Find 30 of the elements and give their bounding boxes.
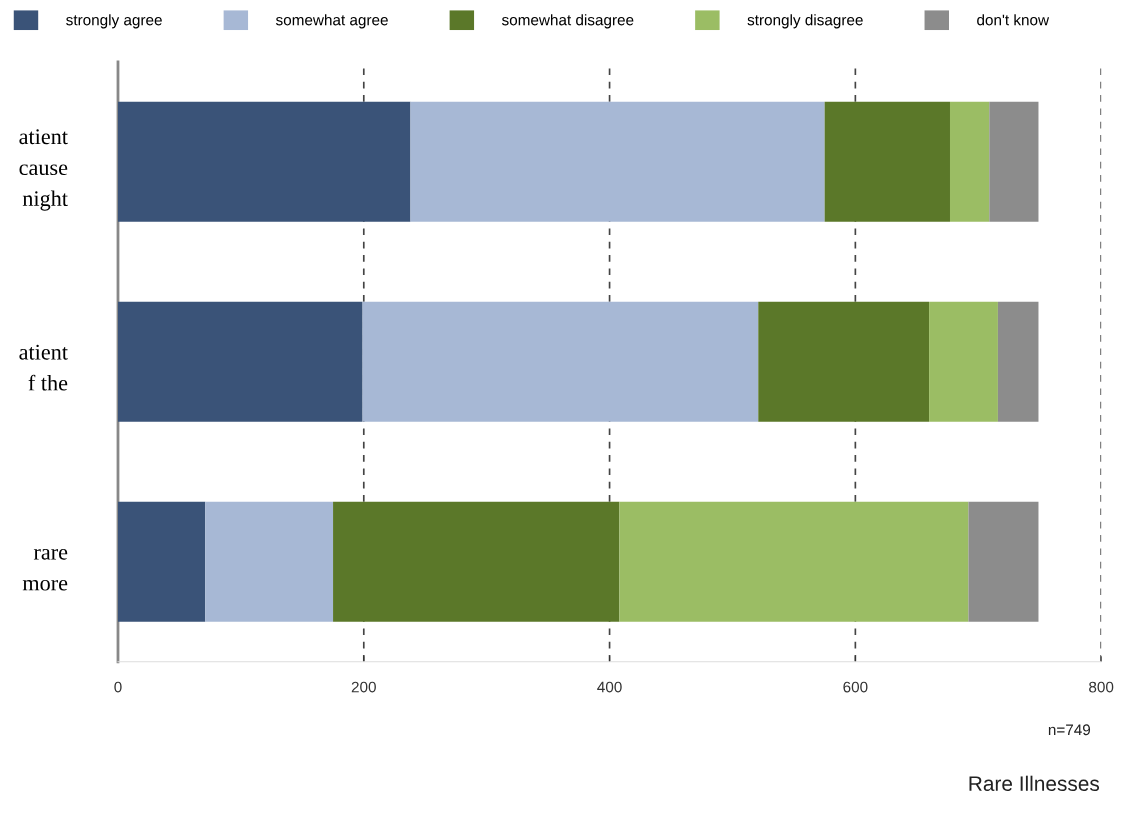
y-tick-label: atient f the	[19, 344, 68, 391]
bar	[333, 501, 620, 622]
bar	[410, 101, 825, 222]
legend-label: somewhat agree	[275, 14, 388, 29]
bar	[824, 101, 950, 222]
bar	[205, 501, 334, 622]
y-tick-label: atient cause night	[19, 129, 68, 211]
bar	[997, 301, 1039, 422]
bar	[989, 101, 1039, 222]
bar	[619, 501, 969, 622]
bar	[758, 301, 930, 422]
bar	[968, 501, 1039, 622]
bar	[117, 301, 363, 422]
x-tick-label: 800	[1089, 681, 1114, 693]
legend-label: strongly agree	[66, 14, 162, 29]
bar	[117, 101, 411, 222]
x-tick-label: 0	[114, 681, 122, 693]
x-tick-label: 600	[843, 681, 868, 693]
x-tick-label: 400	[597, 681, 622, 693]
legend-label: strongly disagree	[747, 14, 863, 29]
legend-label: somewhat disagree	[501, 14, 634, 29]
legend-label: don't know	[977, 14, 1050, 26]
x-tick-label: 200	[351, 681, 376, 693]
bar	[949, 101, 990, 222]
bar	[362, 301, 759, 422]
text: Rare Illnesses	[969, 775, 1100, 791]
bar	[117, 501, 206, 622]
text: n=749	[1048, 724, 1091, 736]
bar	[929, 301, 998, 422]
y-tick-label: rare more	[22, 548, 68, 591]
